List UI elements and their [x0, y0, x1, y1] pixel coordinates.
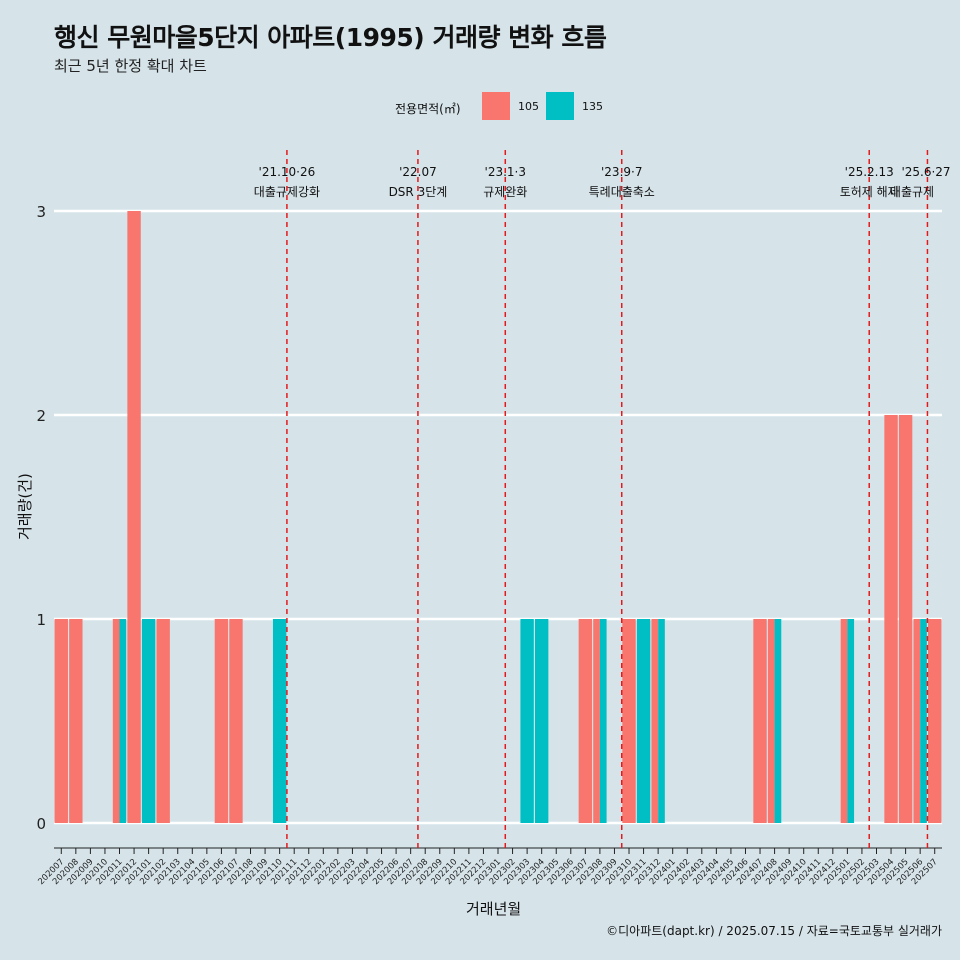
chart-title: 행신 무원마을5단지 아파트(1995) 거래량 변화 흐름	[54, 23, 607, 52]
bar	[229, 619, 243, 823]
bar	[141, 619, 156, 823]
annotation-label: DSR 3단계	[389, 185, 448, 199]
bar	[69, 619, 83, 823]
bar	[534, 619, 549, 823]
bar	[54, 619, 68, 823]
bar	[112, 619, 120, 823]
annotation-date: '25.2.13	[845, 165, 894, 179]
x-axis-label: 거래년월	[466, 900, 522, 918]
bar	[272, 619, 287, 823]
bar	[928, 619, 942, 823]
annotation-date: '25.6·27	[901, 165, 950, 179]
bar	[593, 619, 600, 823]
bar	[840, 619, 848, 823]
bar	[214, 619, 229, 823]
bar	[920, 619, 927, 823]
bar	[913, 619, 921, 823]
annotation-date: '21.10·26	[259, 165, 316, 179]
bar	[884, 415, 898, 823]
bar	[599, 619, 607, 823]
bar	[636, 619, 651, 823]
bar	[119, 619, 127, 823]
annotation-label: 규제완화	[483, 185, 527, 199]
bar	[847, 619, 855, 823]
bar	[767, 619, 775, 823]
legend: 전용면적(㎡) 105 135	[0, 92, 960, 122]
annotation-date: '23.9·7	[601, 165, 642, 179]
legend-swatch-135	[546, 92, 574, 120]
bar	[622, 619, 636, 823]
bar	[898, 415, 913, 823]
legend-title: 전용면적(㎡)	[395, 102, 461, 116]
y-tick-label: 2	[36, 407, 46, 425]
legend-label-105: 105	[518, 100, 539, 113]
bar	[651, 619, 659, 823]
bar	[127, 211, 141, 823]
source-caption: ©디아파트(dapt.kr) / 2025.07.15 / 자료=국토교통부 실…	[606, 924, 942, 938]
y-axis-label: 거래량(건)	[16, 473, 34, 540]
annotation-label: 대출규제	[890, 185, 934, 199]
bar	[753, 619, 767, 823]
y-tick-label: 3	[36, 203, 46, 221]
y-tick-label: 1	[36, 611, 46, 629]
annotation-label: 특례대출축소	[589, 185, 655, 199]
bar	[578, 619, 593, 823]
annotation-date: '22.07	[399, 165, 437, 179]
legend-swatch-105	[482, 92, 510, 120]
annotation-date: '23.1·3	[485, 165, 526, 179]
bar	[658, 619, 665, 823]
annotation-label: 대출규제강화	[254, 185, 320, 199]
y-tick-label: 0	[36, 815, 46, 833]
annotation-label: 토허제 해제	[840, 185, 899, 199]
legend-label-135: 135	[582, 100, 603, 113]
bar	[520, 619, 534, 823]
chart-subtitle: 최근 5년 한정 확대 차트	[54, 57, 207, 75]
bar	[156, 619, 170, 823]
bar	[774, 619, 782, 823]
